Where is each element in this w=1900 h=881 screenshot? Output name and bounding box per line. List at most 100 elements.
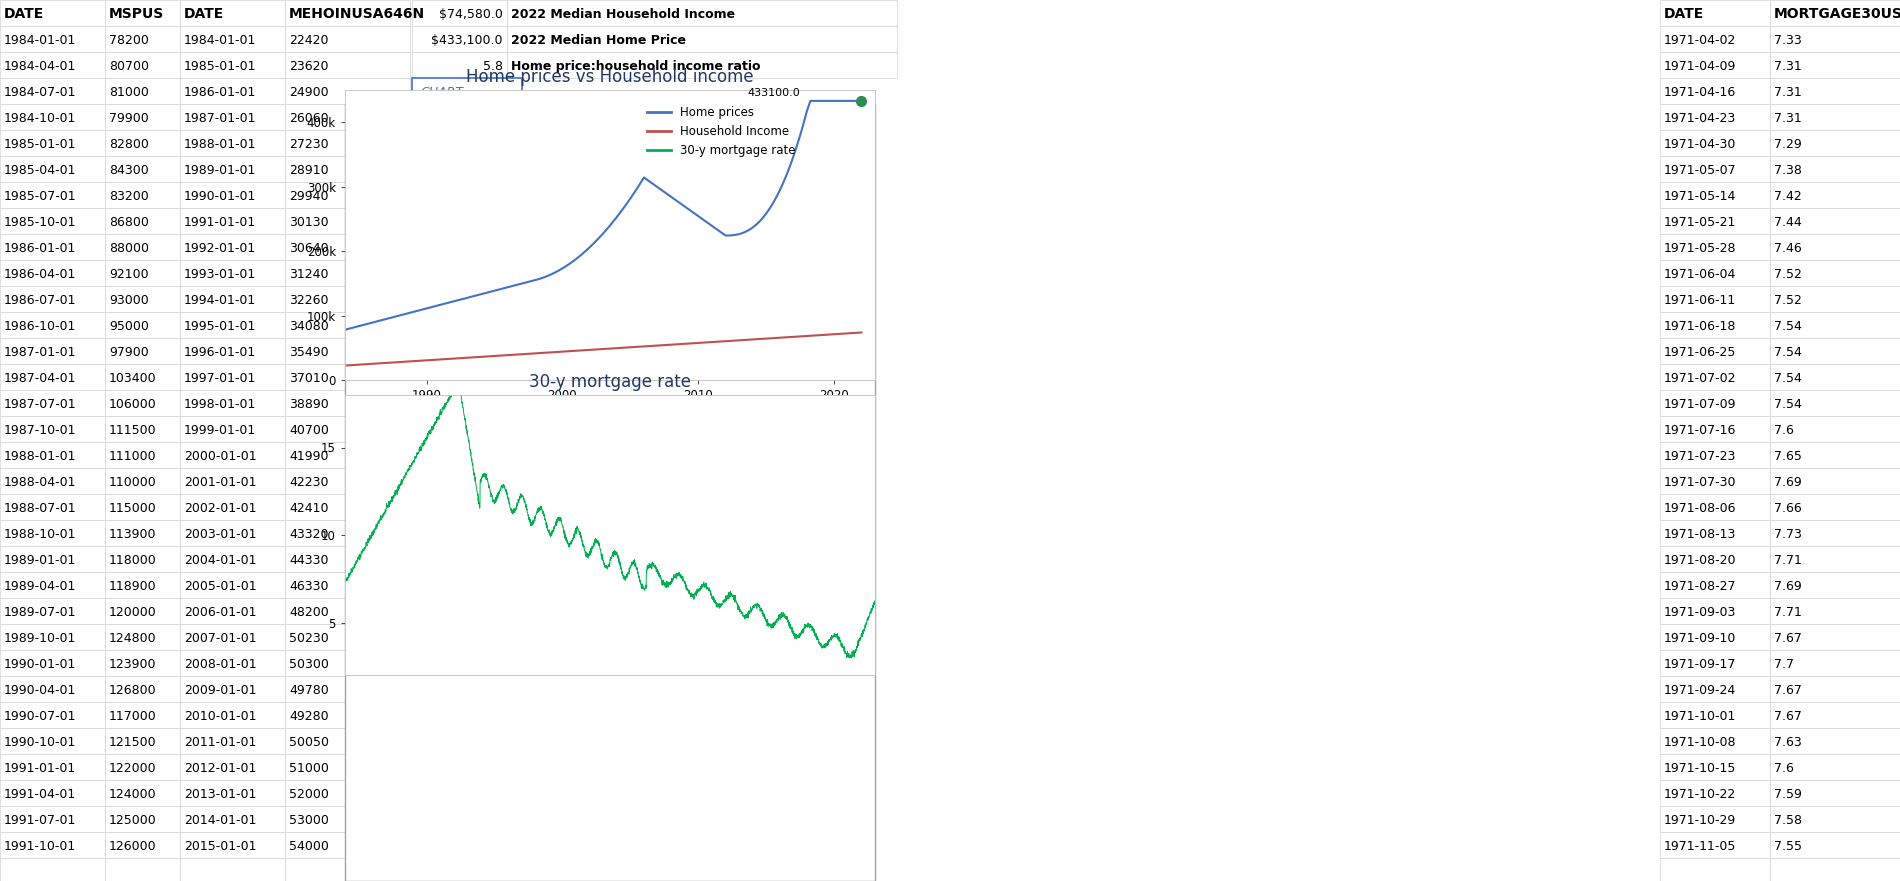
Text: 51000: 51000 <box>289 762 329 774</box>
Text: 54000: 54000 <box>289 840 329 853</box>
Bar <box>180 832 285 858</box>
Bar <box>1771 650 1900 676</box>
Bar <box>1661 858 1771 881</box>
Text: 1971-07-16: 1971-07-16 <box>1664 424 1737 437</box>
Bar <box>104 728 180 754</box>
Text: 7.31: 7.31 <box>1775 85 1801 99</box>
Bar <box>180 338 285 364</box>
Bar <box>180 676 285 702</box>
Text: DATE: DATE <box>4 7 44 21</box>
Bar <box>180 312 285 338</box>
Bar <box>285 832 410 858</box>
Bar <box>104 364 180 390</box>
Text: 1988-07-01: 1988-07-01 <box>4 502 76 515</box>
Bar <box>104 130 180 156</box>
Text: 1986-07-01: 1986-07-01 <box>4 293 76 307</box>
Bar <box>1661 0 1771 26</box>
Bar <box>180 416 285 442</box>
Bar <box>1771 156 1900 182</box>
Bar <box>1661 702 1771 728</box>
Text: 1971-04-16: 1971-04-16 <box>1664 85 1737 99</box>
Text: 50050: 50050 <box>289 736 329 749</box>
Bar <box>1661 416 1771 442</box>
Bar <box>1771 832 1900 858</box>
Text: 1993-01-01: 1993-01-01 <box>184 268 256 281</box>
Text: 50230: 50230 <box>289 632 329 645</box>
Bar <box>104 104 180 130</box>
Bar <box>180 182 285 208</box>
Bar <box>104 234 180 260</box>
Text: 1971-08-27: 1971-08-27 <box>1664 580 1737 593</box>
Bar <box>285 676 410 702</box>
Text: 120000: 120000 <box>108 606 156 618</box>
Bar <box>180 0 285 26</box>
Text: 1971-05-21: 1971-05-21 <box>1664 216 1737 229</box>
Text: 106000: 106000 <box>108 398 156 411</box>
Bar <box>180 702 285 728</box>
Bar <box>1771 624 1900 650</box>
Text: 28910: 28910 <box>289 164 329 177</box>
Text: 110000: 110000 <box>108 476 156 489</box>
Text: 78200: 78200 <box>108 33 148 47</box>
Text: 1971-09-17: 1971-09-17 <box>1664 658 1737 670</box>
Text: 7.69: 7.69 <box>1775 476 1801 489</box>
Bar <box>1661 442 1771 468</box>
Text: 84300: 84300 <box>108 164 148 177</box>
Text: 5.8: 5.8 <box>483 60 504 73</box>
Bar <box>285 416 410 442</box>
Bar <box>1661 208 1771 234</box>
Text: 1990-10-01: 1990-10-01 <box>4 736 76 749</box>
Bar <box>285 546 410 572</box>
Bar <box>104 26 180 52</box>
Text: 1999-01-01: 1999-01-01 <box>184 424 256 437</box>
Bar <box>1661 338 1771 364</box>
Text: 1990-07-01: 1990-07-01 <box>4 710 76 722</box>
Bar <box>0 702 104 728</box>
Text: $74,580.0: $74,580.0 <box>439 8 504 21</box>
Text: 1971-04-02: 1971-04-02 <box>1664 33 1737 47</box>
Text: 7.44: 7.44 <box>1775 216 1801 229</box>
Bar <box>0 130 104 156</box>
Bar <box>285 260 410 286</box>
Text: 1992-01-01: 1992-01-01 <box>184 241 256 255</box>
Text: 34080: 34080 <box>289 320 329 333</box>
Bar <box>180 156 285 182</box>
Bar <box>1661 624 1771 650</box>
Bar <box>180 364 285 390</box>
Text: 1971-11-05: 1971-11-05 <box>1664 840 1737 853</box>
Text: 2001-01-01: 2001-01-01 <box>184 476 256 489</box>
Bar <box>180 78 285 104</box>
Text: 29940: 29940 <box>289 189 329 203</box>
Bar <box>180 494 285 520</box>
Text: 7.54: 7.54 <box>1775 346 1801 359</box>
Bar <box>104 546 180 572</box>
Bar <box>1661 104 1771 130</box>
Bar <box>0 364 104 390</box>
Bar <box>180 598 285 624</box>
Text: 1971-08-20: 1971-08-20 <box>1664 554 1737 566</box>
Text: 1987-10-01: 1987-10-01 <box>4 424 76 437</box>
Text: 1989-07-01: 1989-07-01 <box>4 606 76 618</box>
Bar <box>180 130 285 156</box>
Bar <box>104 416 180 442</box>
Bar <box>104 858 180 881</box>
Bar <box>1661 806 1771 832</box>
Bar <box>1661 650 1771 676</box>
Text: 1971-07-30: 1971-07-30 <box>1664 476 1737 489</box>
Bar <box>180 390 285 416</box>
Bar <box>180 728 285 754</box>
Text: 7.54: 7.54 <box>1775 320 1801 333</box>
Bar <box>0 52 104 78</box>
Text: 1989-10-01: 1989-10-01 <box>4 632 76 645</box>
Bar <box>1661 598 1771 624</box>
Text: 1971-07-09: 1971-07-09 <box>1664 398 1737 411</box>
Bar <box>285 468 410 494</box>
Text: 1986-10-01: 1986-10-01 <box>4 320 76 333</box>
Bar <box>1661 182 1771 208</box>
Text: 1998-01-01: 1998-01-01 <box>184 398 256 411</box>
Text: 7.59: 7.59 <box>1775 788 1801 801</box>
Bar <box>1771 390 1900 416</box>
Bar <box>1771 338 1900 364</box>
Bar <box>285 286 410 312</box>
Text: 2014-01-01: 2014-01-01 <box>184 814 256 826</box>
